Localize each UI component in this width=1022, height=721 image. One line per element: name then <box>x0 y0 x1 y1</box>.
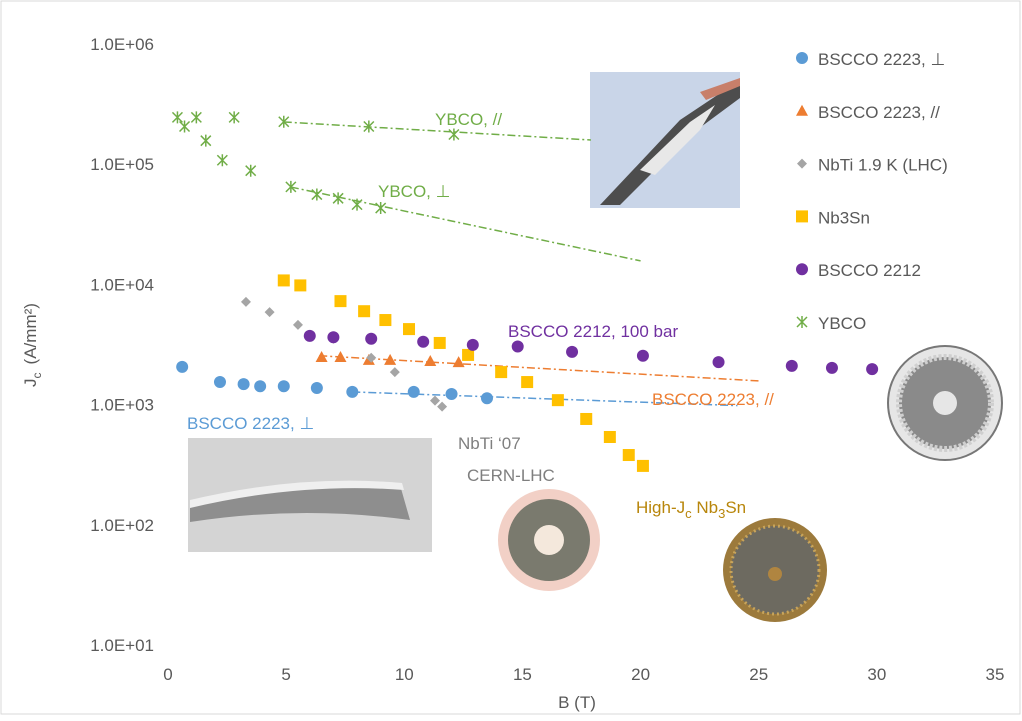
data-point <box>521 376 533 388</box>
data-point <box>238 378 250 390</box>
data-point <box>637 350 649 362</box>
legend-label: BSCCO 2212 <box>818 261 921 280</box>
annotation-part: High-J <box>636 498 685 517</box>
data-point <box>467 339 479 351</box>
annotation-part: BSCCO 2223, // <box>652 390 774 409</box>
annotation: BSCCO 2212, 100 bar <box>508 322 678 341</box>
annotation-part: YBCO, ⊥ <box>378 182 450 201</box>
annotation-part: BSCCO 2223, ⊥ <box>187 414 314 433</box>
y-axis-label-part: (A/mm²) <box>21 303 40 364</box>
x-tick-label: 5 <box>281 665 290 684</box>
y-axis-label-part: c <box>30 372 44 378</box>
data-point <box>446 388 458 400</box>
data-point <box>365 333 377 345</box>
data-point <box>481 392 493 404</box>
annotation: YBCO, ⊥ <box>378 182 450 201</box>
annotation: YBCO, // <box>435 110 502 129</box>
legend-label: YBCO <box>818 314 866 333</box>
data-point <box>713 356 725 368</box>
annotation: BSCCO 2223, // <box>652 390 774 409</box>
annotation-part: Sn <box>725 498 746 517</box>
data-point <box>327 331 339 343</box>
annotation-part: NbTi ‘07 <box>458 434 521 453</box>
annotation-part: BSCCO 2212, 100 bar <box>508 322 678 341</box>
legend-marker <box>796 52 808 64</box>
data-point <box>403 323 415 335</box>
data-point <box>552 394 564 406</box>
x-tick-label: 20 <box>631 665 650 684</box>
data-point <box>304 330 316 342</box>
page: B (T) 0 5 10 15 20 25 30 35 1.0E+01 1.0E+02 1.0E+0… <box>0 0 1022 721</box>
x-tick-label: 25 <box>749 665 768 684</box>
data-point <box>623 449 635 461</box>
x-tick-label: 35 <box>986 665 1005 684</box>
data-point <box>866 363 878 375</box>
data-point <box>254 380 266 392</box>
data-point <box>637 460 649 472</box>
data-point <box>408 386 420 398</box>
data-point <box>346 386 358 398</box>
annotation-part: Nb <box>692 498 718 517</box>
data-point <box>566 346 578 358</box>
data-point <box>580 413 592 425</box>
y-tick-label: 1.0E+03 <box>90 396 154 415</box>
y-tick-label: 1.0E+06 <box>90 35 154 54</box>
data-point <box>417 336 429 348</box>
legend-label: BSCCO 2223, // <box>818 103 940 122</box>
y-axis-label-part: J <box>21 378 40 387</box>
legend-label: NbTi 1.9 K (LHC) <box>818 156 948 175</box>
data-point <box>294 279 306 291</box>
legend-label: BSCCO 2223, ⊥ <box>818 50 945 69</box>
x-tick-label: 10 <box>395 665 414 684</box>
legend-marker <box>796 210 808 222</box>
photo-nb3sn-wire <box>723 518 827 622</box>
annotation-part: CERN-LHC <box>467 466 555 485</box>
annotation: BSCCO 2223, ⊥ <box>187 414 314 433</box>
data-point <box>278 274 290 286</box>
x-tick-label: 15 <box>513 665 532 684</box>
data-point <box>176 361 188 373</box>
chart: B (T) 0 5 10 15 20 25 30 35 1.0E+01 1.0E+02 1.0E+0… <box>0 0 1022 716</box>
photo-tape-ybco <box>590 72 740 208</box>
data-point <box>358 305 370 317</box>
data-point <box>495 366 507 378</box>
y-tick-label: 1.0E+04 <box>90 275 154 294</box>
data-point <box>604 431 616 443</box>
annotation-part: 3 <box>718 506 725 521</box>
y-tick-label: 1.0E+01 <box>90 636 154 655</box>
legend-label: Nb3Sn <box>818 208 870 227</box>
data-point <box>826 362 838 374</box>
photo-tape-bscco <box>188 438 432 552</box>
y-tick-label: 1.0E+02 <box>90 516 154 535</box>
x-tick-label: 0 <box>163 665 172 684</box>
data-point <box>434 337 446 349</box>
y-tick-label: 1.0E+05 <box>90 155 154 174</box>
data-point <box>214 376 226 388</box>
data-point <box>379 314 391 326</box>
photo-nbti-cable <box>498 489 600 591</box>
data-point <box>334 295 346 307</box>
data-point <box>311 382 323 394</box>
x-tick-label: 30 <box>867 665 886 684</box>
x-axis-label: B (T) <box>558 693 596 712</box>
data-point <box>512 341 524 353</box>
photo-bscco2212-wire <box>888 346 1002 460</box>
data-point <box>786 360 798 372</box>
annotation: CERN-LHC <box>467 466 555 485</box>
annotation: NbTi ‘07 <box>458 434 521 453</box>
legend-marker <box>796 263 808 275</box>
data-point <box>278 380 290 392</box>
annotation-part: YBCO, // <box>435 110 502 129</box>
